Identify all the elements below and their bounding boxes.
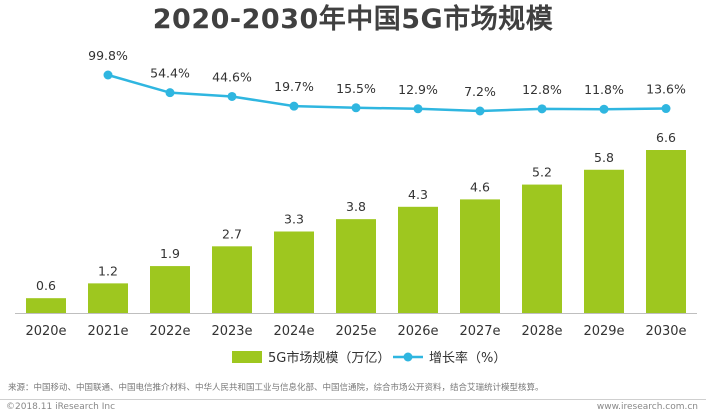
growth-rate-point (475, 106, 485, 116)
x-tick-label: 2029e (583, 324, 624, 339)
growth-rate-label: 11.8% (584, 82, 624, 97)
legend-label-bar: 5G市场规模（万亿） (268, 350, 390, 366)
copyright-text: ©2018.11 iResearch Inc (6, 402, 116, 412)
bar-2026e (398, 206, 438, 313)
bar-value-label: 1.2 (98, 263, 118, 278)
growth-rate-point (165, 88, 175, 98)
bar-2022e (150, 266, 190, 313)
chart-title: 2020-2030年中国5G市场规模 (152, 4, 554, 35)
growth-rate-point (351, 103, 361, 113)
bar-2020e (26, 298, 66, 313)
bar-2028e (522, 184, 562, 313)
x-tick-label: 2027e (459, 324, 500, 339)
growth-rate-label: 99.8% (88, 48, 128, 63)
site-url: www.iresearch.com.cn (596, 402, 698, 412)
growth-rate-point (537, 104, 547, 114)
bar-2025e (336, 219, 376, 313)
bar-value-label: 5.8 (594, 150, 614, 165)
bar-value-label: 4.3 (408, 187, 428, 202)
bar-2030e (646, 150, 686, 313)
bar-value-label: 6.6 (656, 130, 676, 145)
growth-rate-point (227, 91, 237, 101)
growth-rate-point (289, 101, 299, 111)
bar-2027e (460, 199, 500, 313)
x-tick-label: 2025e (335, 324, 376, 339)
bar-value-label: 1.9 (160, 246, 180, 261)
bar-value-label: 3.8 (346, 199, 366, 214)
bar-value-label: 2.7 (222, 226, 242, 241)
growth-rate-point (599, 104, 609, 114)
x-tick-label: 2028e (521, 324, 562, 339)
growth-rate-line (107, 73, 667, 113)
growth-rate-label: 7.2% (464, 84, 496, 99)
bar-value-label: 4.6 (470, 179, 490, 194)
bar-value-label: 3.3 (284, 212, 304, 227)
legend-swatch-marker (403, 352, 413, 362)
growth-rate-point (661, 104, 671, 114)
growth-rate-label: 12.9% (398, 82, 438, 97)
bar-2024e (274, 231, 314, 313)
growth-rate-point (413, 104, 423, 114)
bar-2021e (88, 283, 128, 313)
source-note: 来源：中国移动、中国联通、中国电信推介材料、中华人民共和国工业与信息化部、中国信… (8, 383, 544, 393)
bar-value-label: 5.2 (532, 165, 552, 180)
x-tick-label: 2030e (645, 324, 686, 339)
legend-label-line: 增长率（%） (429, 350, 506, 366)
growth-rate-label: 15.5% (336, 81, 376, 96)
growth-rate-label: 13.6% (646, 82, 686, 97)
x-tick-label: 2021e (87, 324, 128, 339)
x-tick-label: 2020e (25, 324, 66, 339)
growth-rate-label: 44.6% (212, 69, 252, 84)
footer-divider (0, 399, 706, 400)
growth-rate-label: 19.7% (274, 79, 314, 94)
bar-2029e (584, 169, 624, 313)
growth-rate-label: 12.8% (522, 82, 562, 97)
bar-value-label: 0.6 (36, 278, 56, 293)
x-tick-label: 2026e (397, 324, 438, 339)
x-tick-label: 2024e (273, 324, 314, 339)
x-tick-label: 2022e (149, 324, 190, 339)
growth-rate-point (103, 70, 113, 80)
x-tick-label: 2023e (211, 324, 252, 339)
bar-2023e (212, 246, 252, 313)
growth-rate-label: 54.4% (150, 66, 190, 81)
legend-swatch-bar (232, 351, 262, 363)
